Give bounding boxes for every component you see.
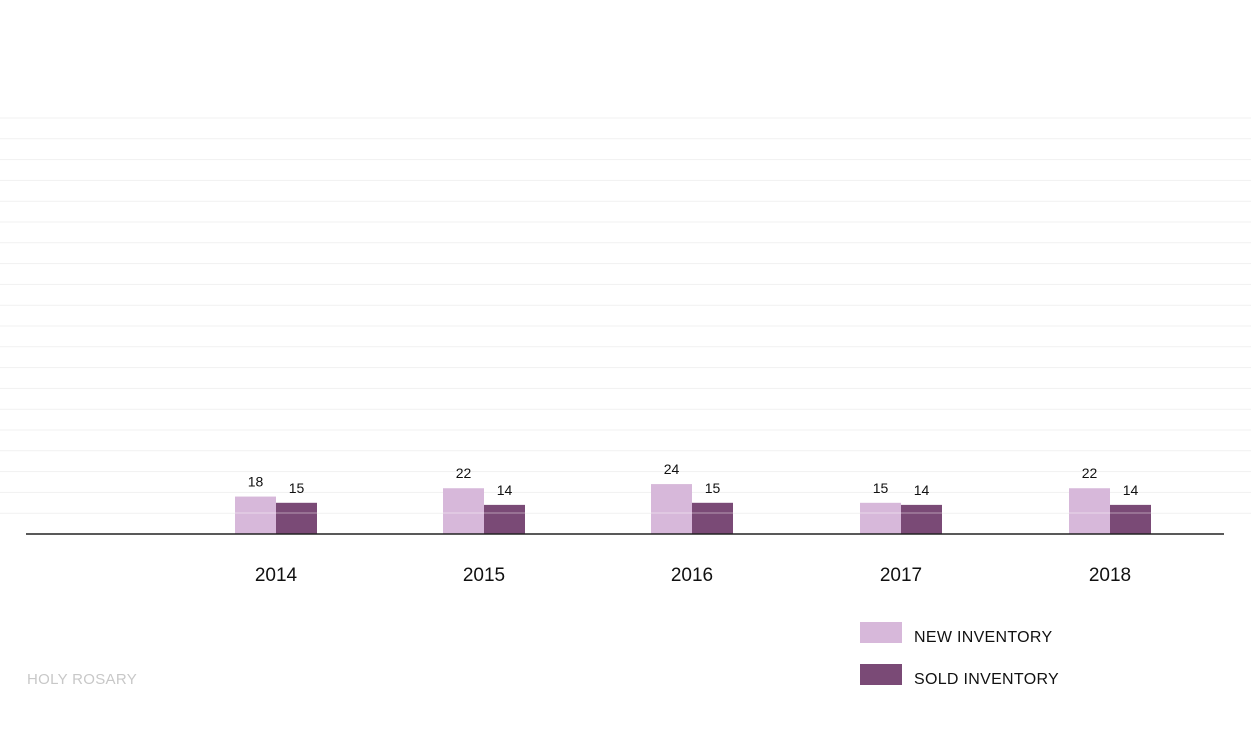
bar-new-inventory-2018 [1069,488,1110,534]
bar-sold-inventory-2018 [1110,504,1151,534]
legend-swatch-sold-inventory [860,664,902,685]
bar-new-inventory-2015 [443,488,484,534]
data-label-new-inventory-2015: 22 [456,465,472,481]
bar-new-inventory-2016 [651,484,692,534]
bars [235,484,1151,534]
bar-sold-inventory-2016 [692,502,733,534]
legend-label-sold-inventory: SOLD INVENTORY [914,671,1059,688]
data-label-sold-inventory-2016: 15 [705,480,721,496]
x-tick-label-2016: 2016 [671,565,713,586]
data-label-new-inventory-2014: 18 [248,474,264,490]
data-label-new-inventory-2017: 15 [873,480,889,496]
footer-label: HOLY ROSARY [27,671,137,688]
gridlines [0,117,1251,514]
data-label-sold-inventory-2014: 15 [289,480,305,496]
bar-sold-inventory-2015 [484,504,525,534]
data-label-new-inventory-2016: 24 [664,461,680,477]
legend: NEW INVENTORY SOLD INVENTORY [860,622,1059,688]
x-tick-label-2015: 2015 [463,565,505,586]
bar-new-inventory-2017 [860,502,901,534]
legend-swatch-new-inventory [860,622,902,643]
data-label-new-inventory-2018: 22 [1082,465,1098,481]
x-tick-label-2017: 2017 [880,565,922,586]
legend-label-new-inventory: NEW INVENTORY [914,629,1052,646]
data-label-sold-inventory-2015: 14 [497,482,513,498]
data-label-sold-inventory-2018: 14 [1123,482,1139,498]
bar-new-inventory-2014 [235,496,276,534]
x-tick-label-2014: 2014 [255,565,298,586]
data-labels: 18 22 24 15 22 15 14 15 14 14 [248,461,1139,498]
x-axis-tick-labels: 2014 2015 2016 2017 2018 [255,565,1131,586]
x-tick-label-2018: 2018 [1089,565,1131,586]
bar-sold-inventory-2017 [901,504,942,534]
data-label-sold-inventory-2017: 14 [914,482,930,498]
bar-sold-inventory-2014 [276,502,317,534]
